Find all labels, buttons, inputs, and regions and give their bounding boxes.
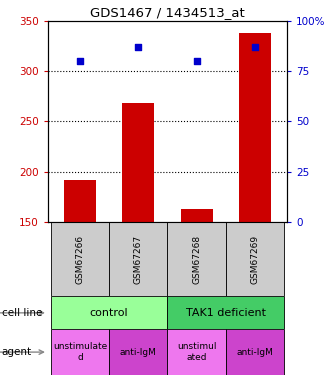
Bar: [239, 33, 271, 222]
Text: anti-IgM: anti-IgM: [120, 348, 157, 357]
Point: [194, 58, 199, 64]
Text: unstimul
ated: unstimul ated: [177, 342, 216, 362]
Point: [252, 44, 258, 50]
Text: GSM67266: GSM67266: [76, 235, 84, 284]
Text: TAK1 deficient: TAK1 deficient: [186, 308, 266, 318]
Bar: [109, 222, 168, 297]
Bar: [226, 222, 284, 297]
Bar: [109, 329, 168, 375]
Bar: [226, 329, 284, 375]
Bar: [168, 222, 226, 297]
Text: GSM67269: GSM67269: [250, 235, 259, 284]
Point: [136, 44, 141, 50]
Text: GSM67267: GSM67267: [134, 235, 143, 284]
Bar: [64, 180, 96, 222]
Bar: [122, 104, 154, 222]
Text: unstimulate
d: unstimulate d: [53, 342, 107, 362]
Bar: [51, 222, 109, 297]
Text: agent: agent: [2, 347, 32, 357]
Bar: [168, 329, 226, 375]
Bar: [51, 329, 109, 375]
Text: anti-IgM: anti-IgM: [237, 348, 274, 357]
Point: [77, 58, 82, 64]
Bar: [51, 297, 168, 329]
Title: GDS1467 / 1434513_at: GDS1467 / 1434513_at: [90, 6, 245, 20]
Text: GSM67268: GSM67268: [192, 235, 201, 284]
Bar: [168, 297, 284, 329]
Text: control: control: [90, 308, 128, 318]
Bar: [181, 209, 213, 222]
Text: cell line: cell line: [2, 308, 42, 318]
